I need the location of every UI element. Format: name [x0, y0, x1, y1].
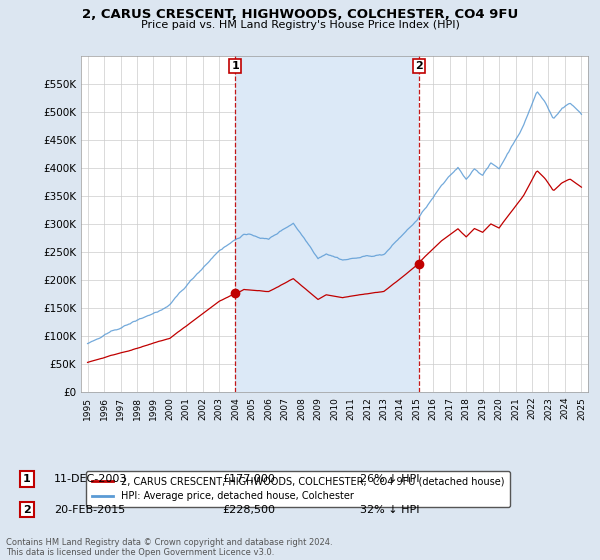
- Text: 11-DEC-2003: 11-DEC-2003: [54, 474, 127, 484]
- Text: £228,500: £228,500: [222, 505, 275, 515]
- Text: £177,000: £177,000: [222, 474, 275, 484]
- Text: 1: 1: [23, 474, 31, 484]
- Text: 2: 2: [415, 61, 422, 71]
- Text: 1: 1: [231, 61, 239, 71]
- Text: Price paid vs. HM Land Registry's House Price Index (HPI): Price paid vs. HM Land Registry's House …: [140, 20, 460, 30]
- Legend: 2, CARUS CRESCENT, HIGHWOODS, COLCHESTER,  CO4 9FU (detached house), HPI: Averag: 2, CARUS CRESCENT, HIGHWOODS, COLCHESTER…: [86, 471, 510, 507]
- Text: Contains HM Land Registry data © Crown copyright and database right 2024.
This d: Contains HM Land Registry data © Crown c…: [6, 538, 332, 557]
- Text: 2: 2: [23, 505, 31, 515]
- Text: 32% ↓ HPI: 32% ↓ HPI: [360, 505, 419, 515]
- Text: 2, CARUS CRESCENT, HIGHWOODS, COLCHESTER, CO4 9FU: 2, CARUS CRESCENT, HIGHWOODS, COLCHESTER…: [82, 8, 518, 21]
- Text: 26% ↓ HPI: 26% ↓ HPI: [360, 474, 419, 484]
- Bar: [235, 56, 419, 392]
- Text: 20-FEB-2015: 20-FEB-2015: [54, 505, 125, 515]
